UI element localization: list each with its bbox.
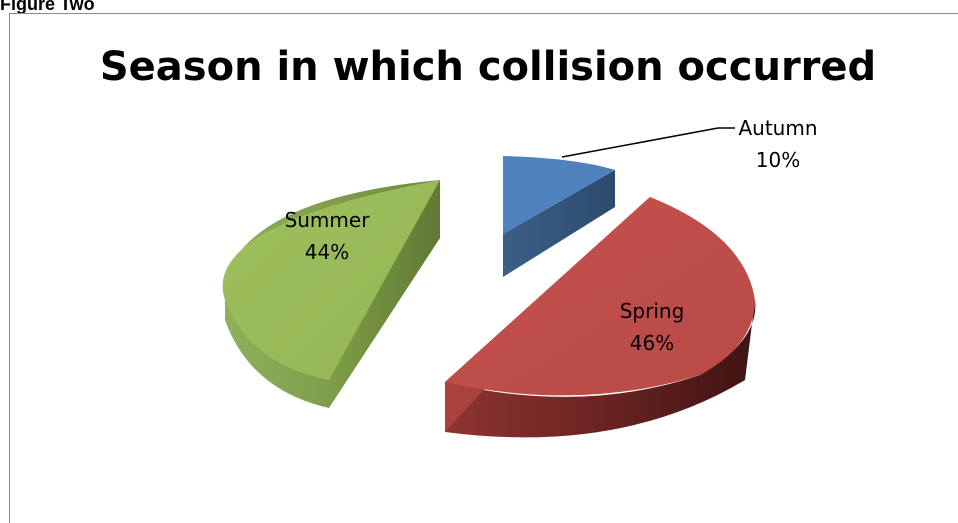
chart-frame xyxy=(9,13,958,523)
label-spring-pct: 46% xyxy=(630,331,674,355)
autumn-leader-line xyxy=(561,127,735,158)
label-autumn-name: Autumn xyxy=(738,116,817,140)
label-autumn-pct: 10% xyxy=(756,148,800,172)
summer-top xyxy=(222,180,440,380)
chart-title: Season in which collision occurred xyxy=(100,44,876,90)
pie-slice-summer xyxy=(222,180,440,408)
summer-cut-face xyxy=(329,180,440,408)
figure-caption: Figure Two xyxy=(0,0,95,14)
label-summer-name: Summer xyxy=(285,208,371,232)
label-spring-name: Spring xyxy=(620,299,685,323)
spring-top xyxy=(445,197,755,396)
spring-side xyxy=(445,300,756,438)
autumn-top xyxy=(503,156,615,234)
autumn-cut-face xyxy=(503,170,615,277)
label-summer-pct: 44% xyxy=(305,240,349,264)
pie-slice-spring xyxy=(445,197,756,438)
pie-slice-autumn xyxy=(503,156,615,277)
